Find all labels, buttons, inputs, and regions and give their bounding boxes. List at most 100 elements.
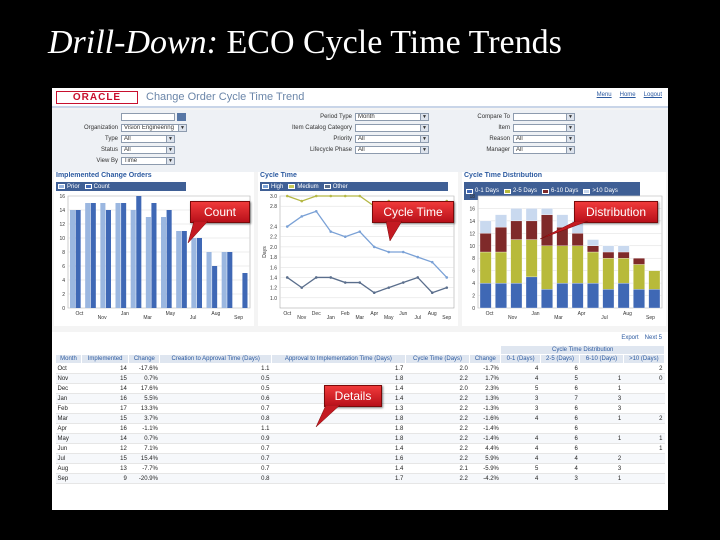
- bar: [191, 238, 197, 308]
- item-select[interactable]: ▼: [513, 124, 575, 132]
- table-cell: 2: [579, 453, 624, 464]
- table-cell: -1.6%: [469, 413, 501, 424]
- bar: [227, 252, 233, 308]
- table-cell: [623, 453, 665, 464]
- filter-label: Item Catalog Category: [291, 125, 352, 131]
- legend-item-2-5: 2-5 Days: [504, 188, 537, 194]
- view-by-select[interactable]: Time ▼: [121, 157, 175, 165]
- table-cell: 4: [500, 443, 541, 454]
- bar: [70, 210, 76, 308]
- table-cell: 2.2: [405, 443, 470, 454]
- data-point: [358, 194, 362, 198]
- organization-select[interactable]: Vision Engineering ▼: [121, 124, 187, 132]
- compare-to-select[interactable]: ▼: [513, 113, 575, 121]
- column-header[interactable]: Month: [55, 354, 82, 364]
- y-tick-label: 16: [469, 206, 475, 212]
- page-title: Change Order Cycle Time Trend: [146, 91, 305, 103]
- table-cell: 0.7: [159, 403, 272, 414]
- y-tick-label: 14: [59, 208, 65, 214]
- y-tick-label: 1.6: [270, 265, 277, 271]
- table-cell: 15: [81, 453, 129, 464]
- legend-item-over-10: >10 Days: [583, 188, 618, 194]
- legend-item-other: Other: [323, 184, 348, 190]
- table-cell: 2: [623, 363, 665, 374]
- table-cell: 0.7%: [128, 433, 160, 444]
- view-by-row: View By Time ▼: [56, 157, 175, 165]
- table-cell: 12: [81, 443, 129, 454]
- table-cell: 0.8: [159, 413, 272, 424]
- status-select[interactable]: All ▼: [121, 146, 175, 154]
- data-point: [343, 194, 347, 198]
- column-header: Implemented: [80, 354, 130, 364]
- home-link[interactable]: Home: [619, 92, 636, 98]
- y-tick-label: 2.0: [270, 245, 277, 251]
- table-cell: 0.7: [159, 443, 272, 454]
- period-type-select[interactable]: Month ▼: [355, 113, 429, 121]
- as-of-date-input[interactable]: [121, 113, 175, 121]
- x-tick-label: Aug: [211, 311, 220, 317]
- stacked-segment: [571, 282, 584, 309]
- logout-link[interactable]: Logout: [643, 92, 662, 98]
- table-row: Mar 15 3.7% 0.8 1.8 2.2 -1.6% 4 6 1 2: [55, 413, 665, 424]
- lifecycle-select[interactable]: All ▼: [355, 146, 429, 154]
- priority-select[interactable]: All ▼: [355, 135, 429, 143]
- y-axis-label: Days: [262, 246, 268, 258]
- filter-label: Lifecycle Phase: [309, 147, 352, 153]
- next-link[interactable]: Next 5: [644, 335, 662, 341]
- table-cell: 5: [540, 373, 580, 384]
- bar: [100, 203, 106, 308]
- table-cell: 1.7%: [469, 373, 501, 384]
- calendar-icon[interactable]: [177, 113, 186, 121]
- item-catalog-select[interactable]: ▼: [355, 124, 429, 132]
- data-point: [416, 276, 420, 279]
- export-link[interactable]: Export: [621, 335, 639, 341]
- data-point: [387, 250, 391, 254]
- table-cell: 15: [81, 413, 129, 424]
- table-cell: 3: [579, 463, 624, 474]
- series-line: [286, 210, 448, 278]
- table-cell: Nov: [55, 373, 82, 384]
- distribution-stacked-chart[interactable]: 0 2 4 6 8 10 12 14 16 18 Oct Nov Jan Mar Apr Jul Aug Sep: [462, 172, 666, 326]
- table-cell: 16: [81, 423, 129, 434]
- table-cell: 6: [540, 413, 580, 424]
- stacked-segment: [633, 289, 645, 309]
- type-select[interactable]: All ▼: [121, 135, 175, 143]
- legend-item-high: High: [262, 184, 283, 190]
- table-cell: Aug: [55, 463, 82, 474]
- y-tick-label: 12: [59, 222, 65, 228]
- table-cell: Apr: [55, 423, 82, 434]
- group-header: Cycle Time Distribution: [500, 345, 665, 355]
- table-cell: 2.2: [405, 403, 470, 414]
- table-cell: 2.2: [405, 473, 470, 484]
- table-cell: 0.7: [159, 453, 272, 464]
- details-callout: Details: [324, 385, 382, 407]
- column-header: 2-5 (Days): [539, 354, 581, 364]
- table-cell: 2.2: [405, 423, 470, 434]
- column-header: Approval to Implementation Time (Days): [270, 354, 406, 364]
- data-point: [416, 255, 420, 259]
- manager-row: Manager All ▼: [452, 146, 575, 154]
- stacked-segment: [617, 245, 630, 253]
- bar: [136, 196, 142, 308]
- table-cell: 6: [540, 423, 580, 434]
- manager-select[interactable]: All ▼: [513, 146, 575, 154]
- cycle-time-line-chart[interactable]: 3.0 2.8 2.4 2.2 2.0 1.8 1.6 1.4 1.2 1.0 Oct Nov Dec J…: [258, 172, 458, 326]
- details-callout-tail: [315, 405, 341, 428]
- bar: [145, 217, 151, 308]
- x-tick-label: Mar: [355, 315, 364, 321]
- menu-link[interactable]: Menu: [596, 92, 612, 98]
- stacked-segment: [541, 208, 553, 215]
- chart-legend: Prior Count: [56, 182, 186, 191]
- data-point: [387, 286, 391, 289]
- reason-select[interactable]: All ▼: [513, 135, 575, 143]
- table-cell: 1.1: [159, 363, 272, 374]
- chevron-down-icon: ▼: [566, 136, 574, 142]
- chart-legend: High Medium Other: [260, 182, 448, 191]
- count-callout-tail: [187, 221, 209, 244]
- panel-title: Cycle Time Distribution: [464, 172, 543, 179]
- count-bar-chart[interactable]: 0 2 4 6 8 10 12 14 16 Oct Nov Jan Mar May Jul Aug Sep: [54, 172, 254, 326]
- y-tick-label: 1.0: [270, 296, 277, 302]
- parameter-region: Organization Vision Engineering ▼ Type Al…: [52, 110, 668, 172]
- table-cell: 1: [579, 373, 624, 384]
- data-point: [445, 286, 449, 289]
